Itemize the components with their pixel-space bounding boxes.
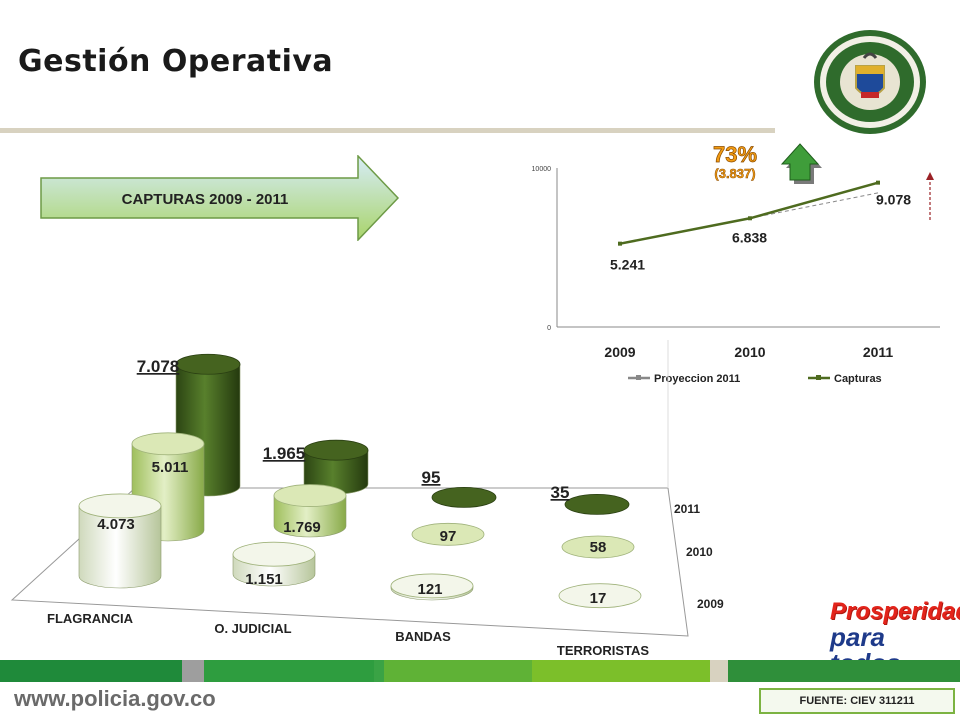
bar-terroristas-2011 [564, 493, 630, 515]
bar-flagrancia-2009 [78, 493, 162, 589]
footer-stripe-segment [374, 660, 384, 682]
bar-body [273, 495, 347, 538]
series-depth-label: 2011 [674, 502, 700, 516]
bar-top [131, 432, 205, 456]
bar-bandas-2010 [411, 522, 485, 546]
captures-3d-bar-chart: 2011 2010 2009 4.073 5.011 7.078 1.151 1.769 1.… [10, 340, 724, 658]
up-arrow-icon [780, 143, 822, 184]
bar-value-label: 121 [417, 581, 442, 598]
series-depth-label: 2009 [697, 597, 724, 611]
bar-terroristas-2010 [561, 535, 635, 559]
x-tick-label: 2010 [734, 344, 765, 360]
y-tick-label: 0 [547, 325, 551, 332]
legend-capturas: Capturas [834, 373, 882, 385]
bar-value-label: 1.151 [245, 571, 283, 588]
page-title: Gestión Operativa [18, 44, 334, 79]
line-data-label: 9.078 [876, 192, 911, 208]
footer-stripe-segment [710, 660, 728, 682]
footer-color-stripe [0, 660, 960, 682]
growth-value: (3.837) [714, 166, 755, 181]
banner-label: CAPTURAS 2009 - 2011 [122, 191, 289, 208]
growth-percent: 73% [713, 142, 757, 167]
bar-o-judicial-2010 [273, 484, 347, 538]
footer-stripe-segment [728, 660, 960, 682]
x-tick-label: 2009 [604, 344, 635, 360]
bar-value-label: 1.769 [283, 519, 321, 536]
arrow-shape [40, 155, 400, 241]
bar-top [558, 583, 642, 609]
footer-stripe-segment [532, 660, 710, 682]
footer-url[interactable]: www.policia.gov.co [14, 686, 216, 711]
category-label: O. JUDICIAL [214, 621, 291, 636]
bar-o-judicial-2011 [303, 439, 369, 495]
bar-value-label: 58 [590, 539, 607, 556]
bar-top [561, 535, 635, 559]
bar-terroristas-2009 [558, 583, 642, 609]
bar-top [411, 522, 485, 546]
captures-arrow-banner: CAPTURAS 2009 - 2011 [40, 155, 400, 241]
bar-top [175, 353, 241, 375]
footer-stripe-segment [182, 660, 204, 682]
bar-top [232, 541, 316, 567]
title-divider [0, 128, 775, 133]
bar-value-label: 1.965 [263, 444, 306, 463]
footer-stripe-segment [384, 660, 532, 682]
bar-top [564, 493, 630, 515]
category-label: BANDAS [395, 629, 451, 644]
slogan-line1: Prosperidad [830, 598, 960, 625]
legend-proyeccion: Proyeccion 2011 [654, 373, 740, 385]
bar-bandas-2011 [431, 486, 497, 508]
bar-top [303, 439, 369, 461]
bar-top [273, 484, 347, 507]
line-chart-legend: Proyeccion 2011 Capturas [628, 373, 882, 385]
bar-value-label: 5.011 [152, 459, 189, 476]
bar-value-label: 35 [551, 483, 570, 502]
bar-bandas-2009 [390, 573, 474, 601]
bar-o-judicial-2009 [232, 541, 316, 587]
category-label: TERRORISTAS [557, 643, 650, 658]
bar-value-label: 7.078 [137, 357, 180, 376]
bar-top [390, 573, 474, 599]
line-data-label: 6.838 [732, 229, 767, 245]
bar-top [78, 493, 162, 519]
source-box: FUENTE: CIEV 311211 [759, 688, 955, 714]
capturas-point [748, 216, 752, 221]
series-depth-label: 2010 [686, 545, 713, 559]
police-seal-logo [814, 30, 926, 134]
bar-value-label: 97 [440, 528, 457, 545]
bar-value-label: 4.073 [97, 516, 135, 533]
category-label: FLAGRANCIA [47, 611, 134, 626]
capturas-point [618, 241, 622, 246]
bar-value-label: 95 [422, 468, 441, 487]
bar-value-label: 17 [590, 590, 607, 607]
footer-stripe-segment [0, 660, 182, 682]
footer-stripe-segment [204, 660, 374, 682]
bar-body [78, 505, 162, 589]
increase-arrow-icon [926, 172, 934, 220]
x-tick-label: 2011 [863, 344, 894, 360]
capturas-point [876, 180, 880, 185]
y-tick-label: 10000 [532, 166, 552, 173]
line-data-label: 5.241 [610, 257, 645, 273]
bar-top [431, 486, 497, 508]
